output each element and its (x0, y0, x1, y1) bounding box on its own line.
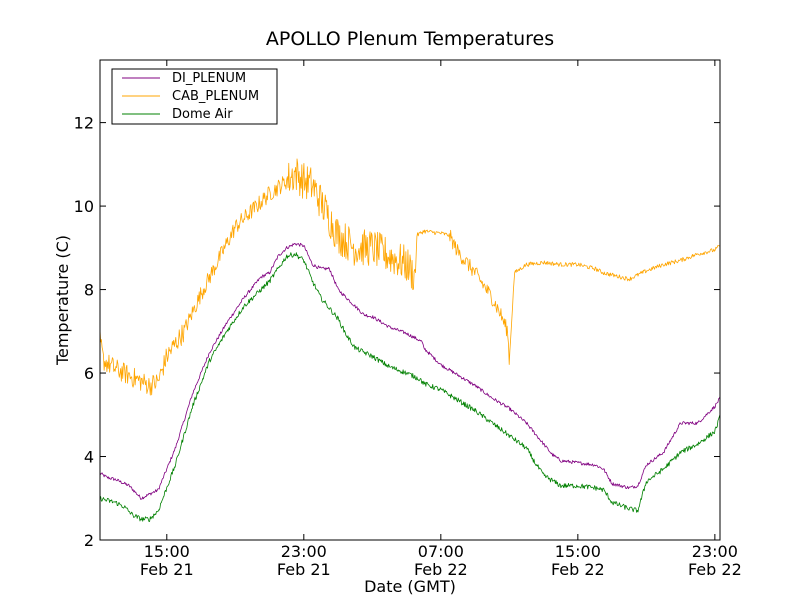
x-tick-date: Feb 22 (688, 560, 742, 579)
chart-title: APOLLO Plenum Temperatures (266, 28, 554, 50)
y-tick-label: 12 (74, 114, 94, 133)
x-tick-time: 15:00 (555, 542, 601, 561)
y-tick-label: 2 (84, 531, 94, 550)
series-line-dome-air (100, 252, 720, 522)
x-tick-time: 15:00 (144, 542, 190, 561)
x-tick-date: Feb 21 (140, 560, 194, 579)
x-tick-time: 23:00 (281, 542, 327, 561)
plot-frame (99, 59, 721, 541)
series-layer (100, 158, 720, 522)
y-tick-label: 10 (74, 197, 94, 216)
x-axis-label: Date (GMT) (364, 577, 456, 596)
series-line-di-plenum (100, 242, 720, 500)
y-axis: 2 4 6 8 10 12 (74, 114, 720, 550)
y-tick-label: 4 (84, 448, 94, 467)
y-tick-label: 8 (84, 281, 94, 300)
x-tick-date: Feb 22 (551, 560, 605, 579)
x-tick-time: 07:00 (418, 542, 464, 561)
x-tick-date: Feb 21 (277, 560, 331, 579)
series-line-cab-plenum (100, 158, 720, 396)
x-tick-date: Feb 22 (414, 560, 468, 579)
y-axis-label: Temperature (C) (53, 235, 72, 366)
legend-label-cab-plenum: CAB_PLENUM (172, 89, 259, 104)
legend: DI_PLENUM CAB_PLENUM Dome Air (111, 68, 278, 125)
legend-label-di-plenum: DI_PLENUM (172, 71, 246, 86)
legend-label-dome-air: Dome Air (172, 107, 233, 122)
y-tick-label: 6 (84, 364, 94, 383)
x-tick-time: 23:00 (692, 542, 738, 561)
